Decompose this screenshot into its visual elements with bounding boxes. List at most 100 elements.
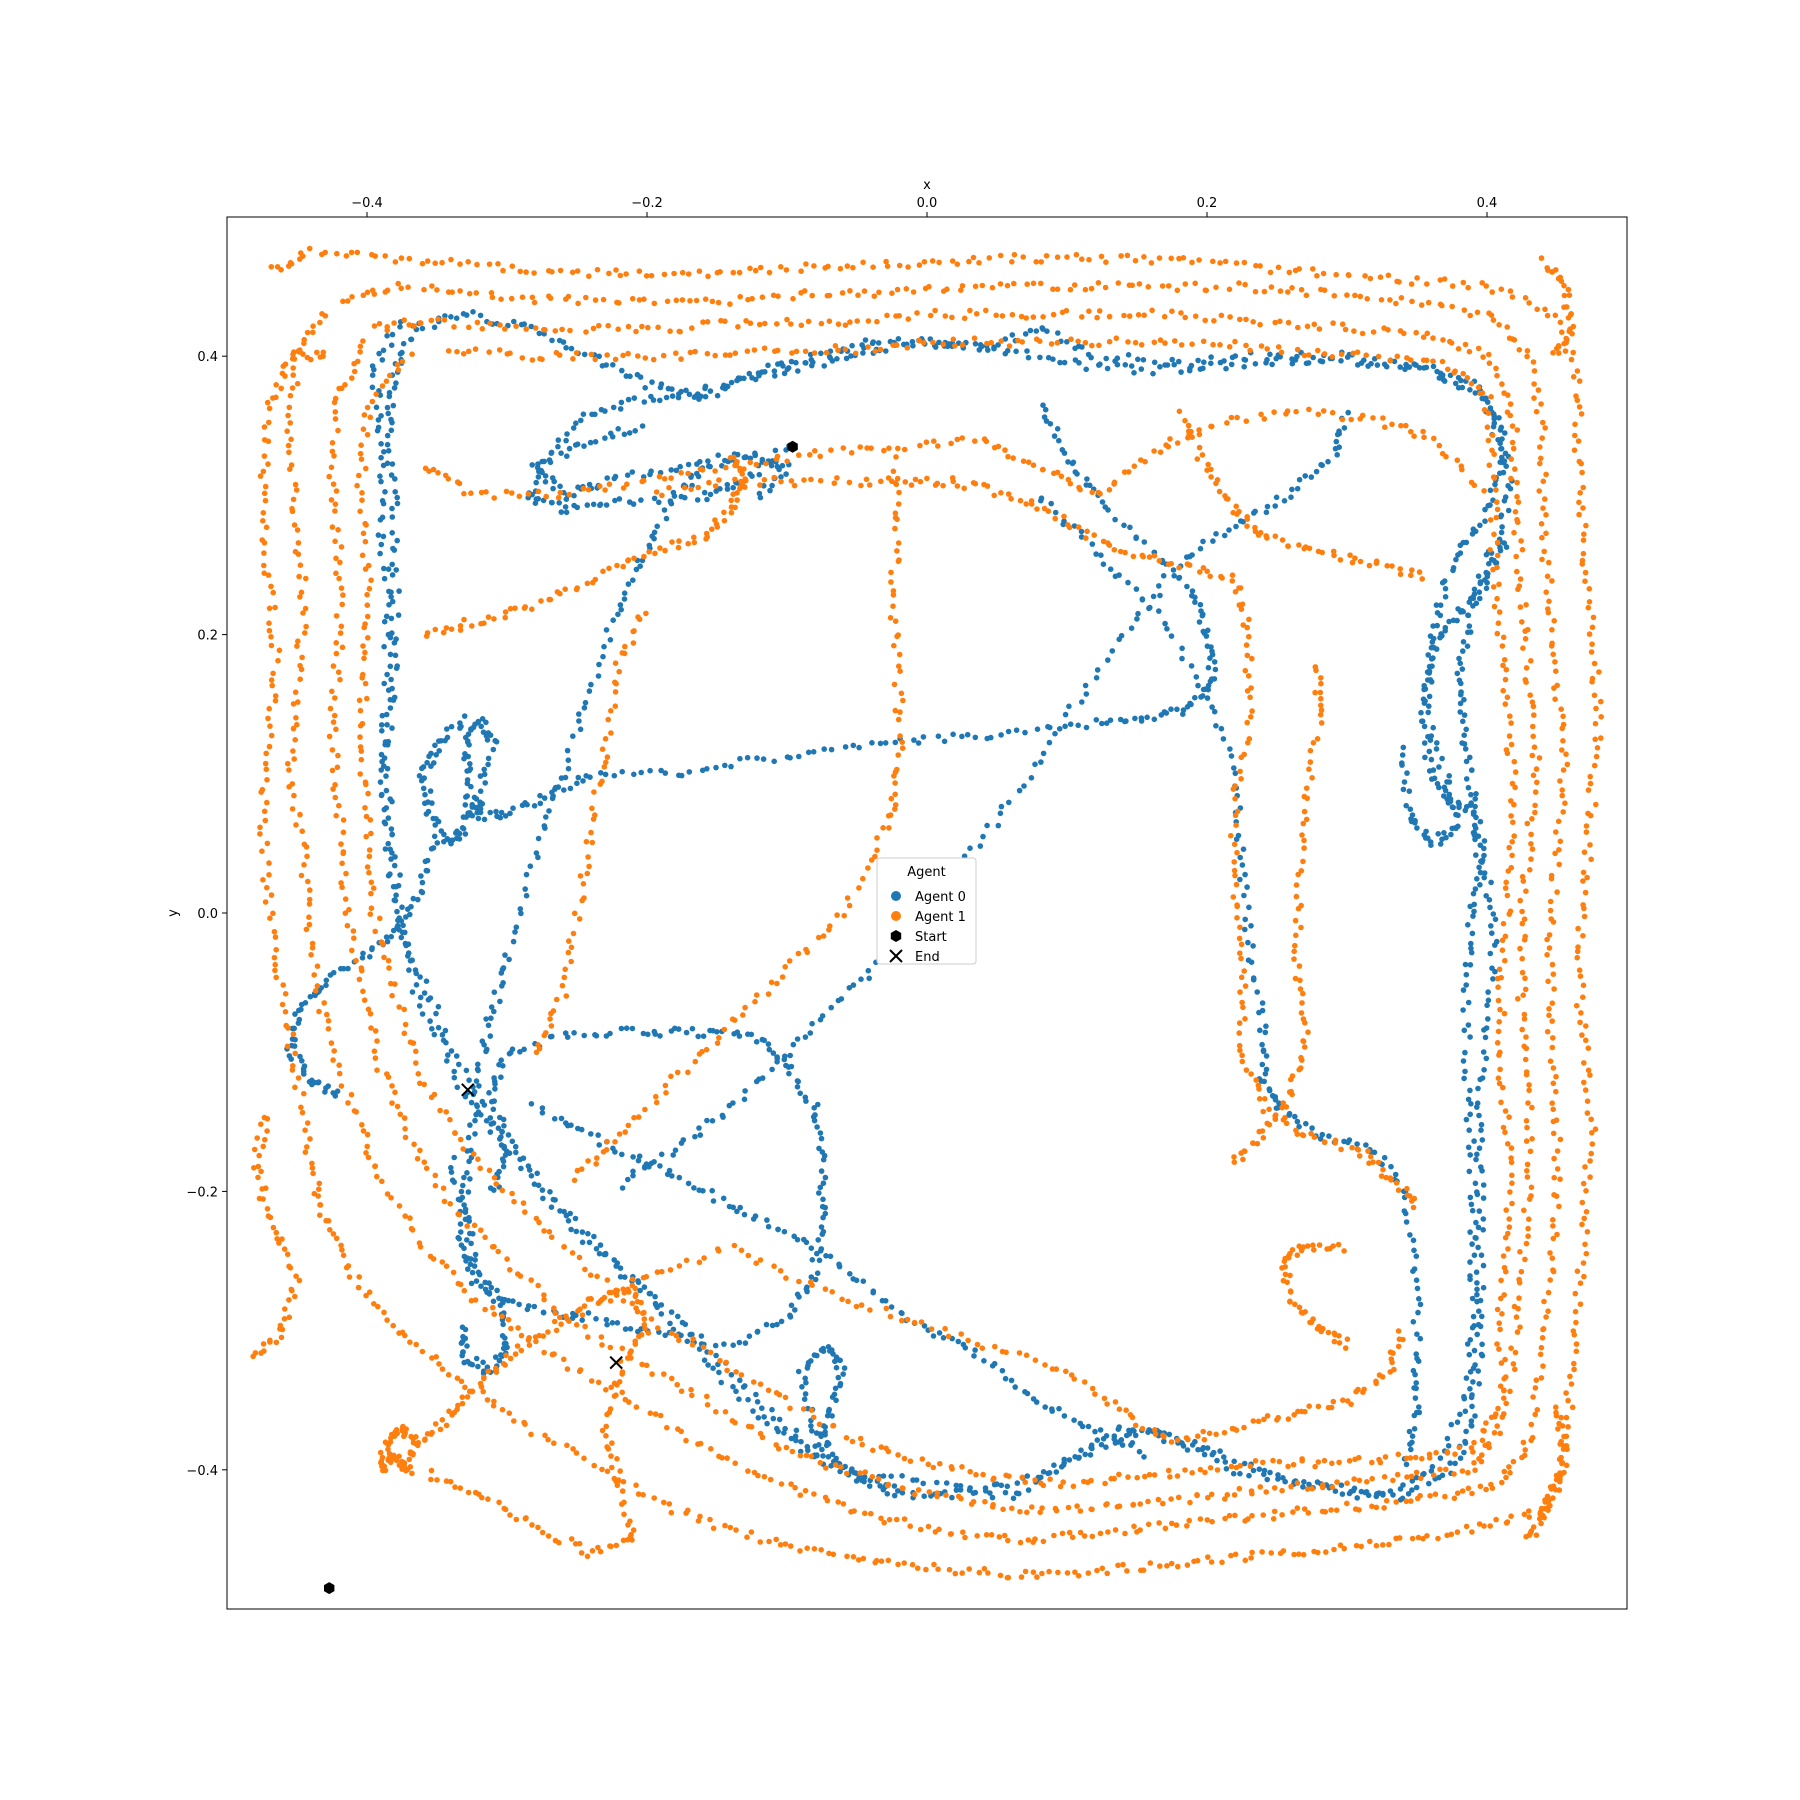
data-point — [1344, 1500, 1350, 1507]
data-point — [809, 1257, 816, 1263]
data-point — [1481, 1067, 1487, 1073]
data-point — [379, 758, 385, 765]
data-point — [868, 1510, 874, 1517]
data-point — [724, 1455, 730, 1461]
data-point — [329, 688, 335, 695]
data-point — [1543, 512, 1549, 518]
data-point — [1437, 277, 1444, 283]
data-point — [1071, 523, 1078, 529]
data-point — [1545, 606, 1551, 612]
data-point — [482, 780, 489, 786]
data-point — [870, 1447, 876, 1454]
data-point — [1115, 1426, 1122, 1432]
data-point — [342, 910, 349, 916]
data-point — [1500, 1253, 1507, 1259]
data-point — [1472, 1467, 1478, 1473]
data-point — [1500, 662, 1506, 669]
data-point — [874, 318, 880, 325]
data-point — [1589, 675, 1596, 682]
data-point — [1465, 1022, 1472, 1028]
data-point — [866, 1483, 873, 1489]
data-point — [602, 408, 608, 414]
data-point — [365, 1154, 372, 1161]
data-point — [1333, 1507, 1340, 1513]
data-point — [664, 298, 671, 305]
data-point — [1577, 490, 1583, 496]
data-point — [972, 283, 979, 290]
data-point — [629, 295, 636, 302]
data-point — [655, 324, 661, 331]
data-point — [943, 1492, 949, 1498]
data-point — [496, 347, 503, 353]
data-point — [1067, 721, 1074, 727]
data-point — [1040, 402, 1046, 409]
data-point — [1539, 534, 1545, 541]
data-point — [335, 752, 341, 759]
data-point — [1468, 1422, 1474, 1429]
data-point — [1582, 578, 1588, 584]
data-point — [707, 491, 714, 498]
data-point — [651, 495, 658, 502]
data-point — [778, 1481, 785, 1487]
data-point — [704, 1402, 711, 1408]
data-point — [384, 1191, 391, 1197]
data-point — [843, 1470, 850, 1477]
data-point — [823, 1253, 829, 1259]
data-point — [888, 1304, 895, 1310]
data-point — [403, 942, 409, 949]
data-point — [573, 420, 579, 427]
data-point — [539, 1110, 546, 1116]
data-point — [766, 1046, 773, 1053]
data-point — [1150, 370, 1156, 377]
data-point — [959, 1570, 965, 1576]
data-point — [1094, 1437, 1101, 1443]
data-point — [388, 1195, 394, 1201]
data-point — [899, 1485, 906, 1491]
data-point — [1368, 360, 1374, 367]
data-point — [701, 489, 708, 496]
data-point — [1463, 1375, 1470, 1381]
data-point — [689, 1331, 695, 1338]
data-point — [798, 1438, 804, 1445]
data-point — [1528, 1421, 1535, 1428]
data-point — [390, 402, 397, 409]
data-point — [372, 1055, 379, 1061]
data-point — [650, 397, 657, 403]
data-point — [586, 481, 593, 488]
data-point — [673, 1332, 680, 1339]
data-point — [625, 581, 632, 587]
data-point — [629, 469, 636, 475]
data-point — [498, 1352, 504, 1358]
data-point — [1270, 1516, 1277, 1522]
data-point — [948, 1531, 954, 1537]
data-point — [1104, 365, 1111, 372]
data-point — [1232, 353, 1239, 359]
data-point — [910, 289, 917, 295]
data-point — [792, 1484, 798, 1491]
data-point — [675, 1313, 681, 1320]
data-point — [1226, 527, 1232, 533]
data-point — [284, 428, 291, 435]
data-point — [482, 1306, 488, 1313]
data-point — [875, 1476, 882, 1482]
data-point — [575, 484, 581, 491]
data-point — [1209, 1518, 1215, 1525]
data-point — [1134, 616, 1140, 622]
data-point — [1184, 1562, 1191, 1568]
data-point — [1496, 1320, 1502, 1326]
data-point — [1254, 989, 1260, 995]
data-point — [656, 499, 662, 506]
data-point — [1526, 300, 1532, 306]
data-point — [617, 602, 624, 608]
data-point — [1207, 1465, 1214, 1471]
data-point — [1585, 604, 1592, 611]
data-point — [1575, 438, 1582, 444]
data-point — [293, 822, 299, 828]
data-point — [439, 1366, 446, 1372]
data-point — [607, 1344, 614, 1351]
data-point — [1230, 1470, 1237, 1477]
data-point — [1316, 326, 1323, 332]
data-point — [1523, 1240, 1530, 1247]
data-point — [301, 340, 307, 347]
data-point — [611, 475, 618, 482]
